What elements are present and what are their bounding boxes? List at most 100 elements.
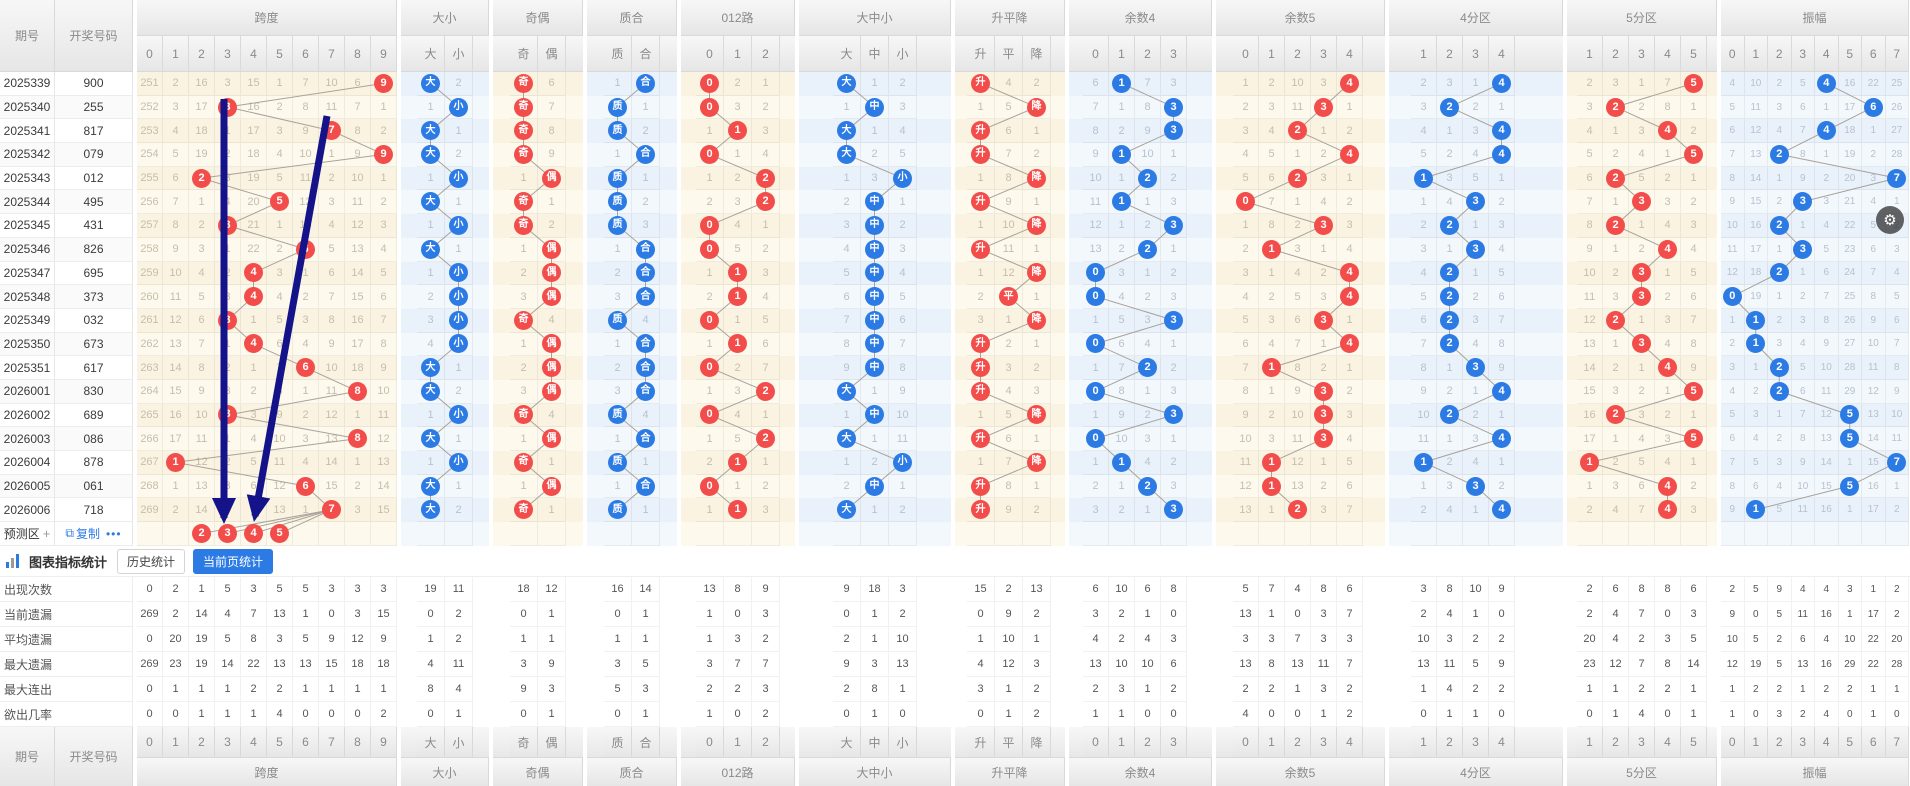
grid-cell: 0 (1083, 261, 1109, 286)
grid-cell: 2 (1768, 627, 1792, 653)
grid-cell: 2 (1768, 677, 1792, 703)
table-row: 2026004 878 267 1 12 2 5 11 4 14 1 13 1 小奇 1 质 1 2 1 1 1 2 小 1 7… (0, 451, 1910, 475)
grid-cell: 2 (995, 332, 1023, 357)
grid-cell: 0 (696, 356, 724, 380)
grid-cell: 3 (1311, 627, 1337, 653)
grid-cell: 1 (1311, 119, 1337, 144)
table-row: 2025349 032 261 12 6 3 1 5 3 8 16 7 3 小奇 4 质 4 0 1 5 7 中 6 3 1 降 1… (0, 308, 1910, 333)
grid-cell: 5 (371, 261, 397, 286)
column-header: 0 (696, 36, 724, 71)
more-options-button[interactable]: ••• (105, 526, 122, 541)
grid-cell: 1 (967, 95, 995, 120)
grid-cell: 1 (1109, 166, 1135, 191)
group-cells-4分区: 3 8 10 9 (1389, 577, 1563, 603)
hit-circle: 大 (421, 500, 440, 520)
copy-button[interactable]: ⧉ 复制 (65, 525, 100, 542)
grid-cell: 7 (1337, 652, 1363, 678)
grid-cell (1577, 522, 1603, 547)
grid-cell: 17 (189, 95, 215, 120)
group-subcols: 质合 (587, 36, 677, 72)
grid-cell: 10 (1862, 332, 1886, 357)
grid-cell: 8 (1135, 95, 1161, 120)
table-row: 2025339 900 251 2 16 3 15 1 7 10 6 9 大 2 奇 6 1 合 0 2 1 大 1 2 升 4 2… (0, 72, 1910, 96)
grid-cell: 8 (1083, 119, 1109, 144)
grid-cell: 0 (1744, 702, 1768, 728)
group-cells-质合 (587, 522, 677, 547)
grid-cell: 2 (1161, 451, 1187, 475)
gear-button[interactable]: ⚙ (1876, 206, 1904, 234)
hit-circle: 3 (1314, 381, 1333, 401)
group-cells-振幅: 1 1 2 3 8 26 9 6 (1721, 308, 1909, 333)
grid-cell: 16 (189, 72, 215, 96)
group-cells-大中小: 9 18 3 (799, 577, 951, 603)
grid-cell: 1 (1135, 261, 1161, 286)
grid-cell: 10 (1411, 627, 1437, 653)
grid-cell: 2 (1023, 72, 1051, 96)
grid-cell: 18 (241, 143, 267, 167)
grid-cell: 2 (1437, 403, 1463, 428)
group-cells-跨度: 252 3 17 3 16 2 8 11 7 1 (137, 95, 397, 120)
grid-cell: 8 (1109, 379, 1135, 404)
hit-circle: 中 (865, 310, 884, 330)
grid-cell: 12 (1577, 308, 1603, 333)
grid-cell: 11 (345, 190, 371, 215)
grid-cell: 10 (1791, 474, 1815, 499)
grid-cell: 中 (861, 332, 889, 357)
grid-cell: 10 (995, 214, 1023, 238)
grid-cell: 3 (510, 285, 538, 309)
table-row: 2025348 373 260 11 5 3 4 4 2 7 15 6 2 小 3 偶 3 合 2 1 4 6 中 5 2 平 1 0… (0, 285, 1910, 309)
hit-circle: 0 (700, 239, 719, 259)
grid-cell: 0 (163, 702, 189, 728)
grid-cell: 1 (1463, 214, 1489, 238)
group-cells-余数4: 11 1 1 3 (1069, 190, 1212, 215)
grid-cell: 0 (1083, 332, 1109, 357)
grid-cell: 3 (833, 214, 861, 238)
group-cells-大小 (401, 522, 489, 547)
column-header: 7 (1885, 36, 1909, 71)
hit-circle: 质 (608, 452, 627, 472)
tab-history-stats[interactable]: 历史统计 (117, 548, 186, 574)
group-name: 余数5 (1216, 0, 1385, 36)
grid-cell: 4 (889, 261, 917, 286)
grid-cell: 6 (345, 72, 371, 96)
grid-cell: 4 (1768, 474, 1792, 499)
grid-cell: 3 (752, 498, 780, 523)
grid-cell: 3 (1311, 166, 1337, 191)
grid-cell: 4 (1721, 379, 1745, 404)
grid-cell: 7 (1259, 577, 1285, 603)
grid-cell: 3 (724, 627, 752, 653)
tab-current-page-stats[interactable]: 当前页统计 (193, 548, 274, 574)
grid-cell: 4 (1489, 379, 1515, 404)
grid-cell: 2 (1603, 166, 1629, 191)
grid-cell: 2 (1768, 379, 1792, 404)
grid-cell: 2 (1815, 166, 1839, 191)
grid-cell: 16 (1577, 403, 1603, 428)
grid-cell: 3 (1437, 166, 1463, 191)
add-prediction-button[interactable]: + (42, 526, 51, 542)
hit-circle: 2 (1288, 500, 1307, 520)
grid-cell: 11 (445, 577, 473, 603)
grid-cell: 253 (137, 119, 163, 144)
grid-cell: 2 (833, 627, 861, 653)
grid-cell: 3 (1603, 474, 1629, 499)
grid-cell: 17 (1744, 237, 1768, 262)
footer-column-header: 大 (417, 727, 445, 758)
grid-cell: 0 (510, 702, 538, 728)
grid-cell: 5 (1577, 143, 1603, 167)
grid-cell: 1 (1023, 332, 1051, 357)
grid-cell: 1 (967, 403, 995, 428)
grid-cell: 12 (345, 627, 371, 653)
group-header-升平降: 升平降升平降 (955, 0, 1065, 72)
grid-cell: 1 (1629, 356, 1655, 380)
